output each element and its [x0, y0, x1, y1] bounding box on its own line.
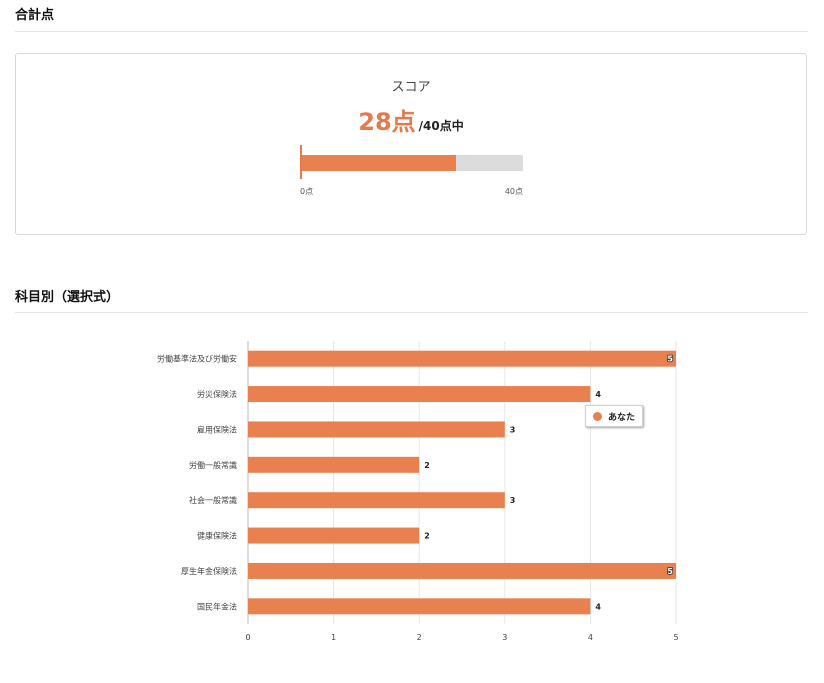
- score-progress-fill: [301, 155, 457, 171]
- subject-score-heading: 科目別（選択式）: [15, 290, 120, 305]
- category-label: 健康保険法: [197, 531, 237, 541]
- bar: [248, 598, 591, 615]
- data-label: 5: [667, 567, 673, 576]
- category-label: 労災保険法: [197, 389, 237, 399]
- x-tick-label: 1: [331, 633, 336, 642]
- bar: [248, 527, 420, 544]
- data-label: 3: [510, 425, 516, 434]
- data-label: 2: [424, 461, 430, 470]
- bar: [248, 492, 505, 509]
- category-label: 厚生年金保険法: [181, 566, 237, 576]
- bar: [248, 386, 591, 403]
- score-progress-bar: 0点 40点: [300, 144, 523, 196]
- x-tick-label: 5: [673, 633, 678, 642]
- category-label: 雇用保険法: [197, 424, 237, 434]
- x-tick-label: 3: [502, 633, 507, 642]
- score-total-text: /40点中: [418, 119, 464, 133]
- subject-bar-chart: 0 1 2 3 4 5 労働基準法及び労働安 5 労災保険法 4 雇用保険法 3 労働一般常識 2 社会一般…: [157, 341, 679, 642]
- category-label: 国民年金法: [197, 601, 237, 611]
- x-tick-label: 0: [245, 633, 250, 642]
- x-tick-label: 4: [588, 633, 593, 642]
- score-card: スコア 28点/40点中 0点 40点: [15, 53, 807, 235]
- data-label: 3: [510, 496, 516, 505]
- category-label: 社会一般常識: [189, 495, 237, 505]
- legend-swatch: [593, 411, 602, 421]
- score-progress-min-label: 0点: [300, 187, 314, 196]
- bar: [248, 562, 676, 579]
- legend-label: あなた: [608, 412, 636, 423]
- data-label: 4: [595, 602, 601, 611]
- category-label: 労働一般常識: [189, 460, 237, 470]
- bar: [248, 421, 505, 438]
- score-progress-max-label: 40点: [504, 187, 523, 196]
- total-section-divider: [15, 31, 808, 32]
- score-progress-track: [301, 155, 523, 171]
- x-tick-label: 2: [417, 633, 422, 642]
- score-label: スコア: [391, 80, 431, 95]
- bar: [248, 350, 676, 367]
- data-label: 5: [667, 355, 673, 364]
- chart-legend[interactable]: あなた: [585, 405, 643, 427]
- data-label: 2: [424, 532, 430, 541]
- subject-section-divider: [15, 312, 808, 313]
- category-label: 労働基準法及び労働安: [157, 354, 237, 364]
- score-value: 28点: [358, 108, 416, 136]
- bar: [248, 456, 420, 473]
- data-label: 4: [595, 390, 601, 399]
- total-score-heading: 合計点: [15, 8, 55, 23]
- score-line: 28点/40点中: [16, 102, 806, 137]
- score-progress-axis: [300, 145, 302, 179]
